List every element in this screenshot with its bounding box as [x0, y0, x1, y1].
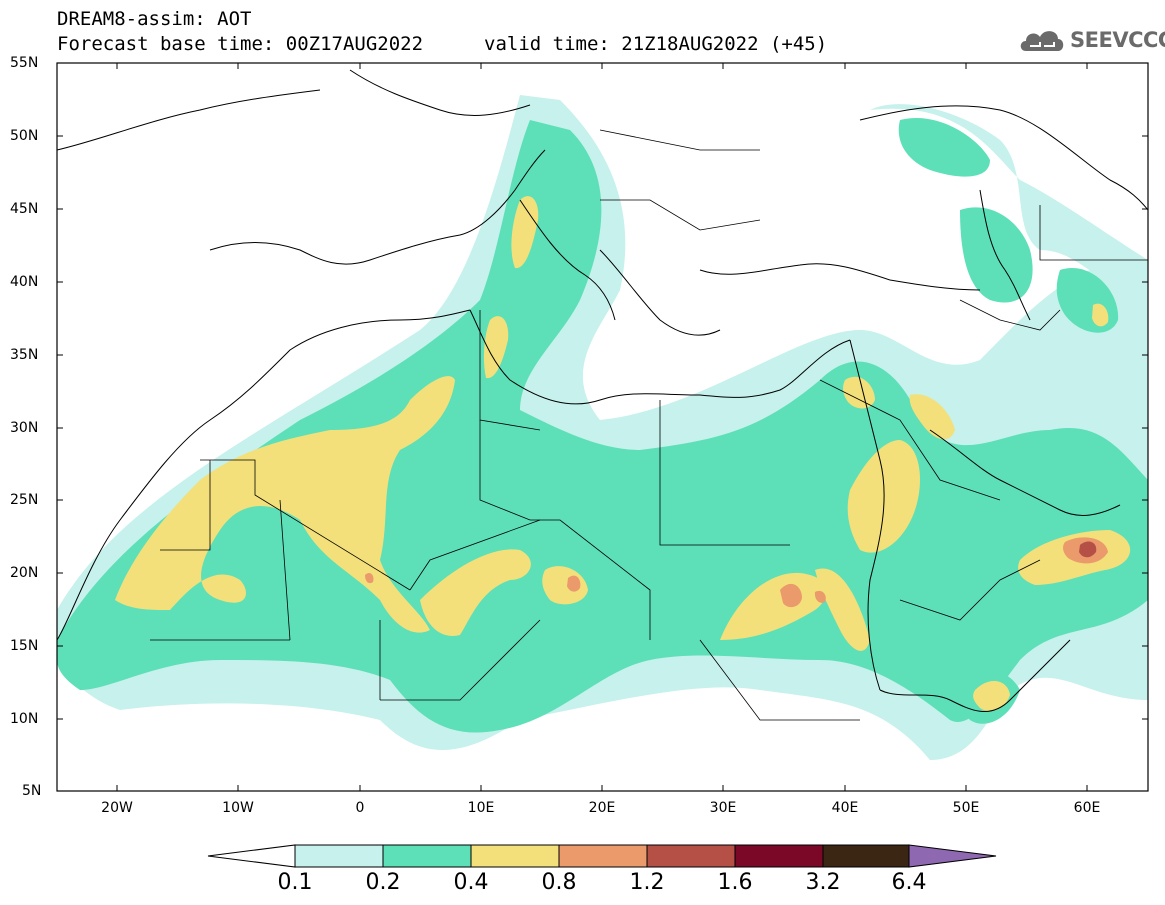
lat-label: 40N: [10, 274, 39, 290]
colorbar-segment: [558, 844, 648, 868]
aot-contour-0.8: [365, 572, 374, 584]
lon-label: 10W: [222, 800, 254, 816]
aot-contour-0.4: [511, 196, 539, 269]
seevccc-logo: SEEVCCC: [1018, 25, 1165, 55]
colorbar-label: 1.6: [717, 870, 753, 895]
valid-time: valid time: 21Z18AUG2022 (+45): [484, 33, 828, 55]
colorbar-segment: [382, 844, 472, 868]
lon-label: 50E: [952, 800, 980, 816]
lon-label: 0: [355, 800, 365, 816]
country-borders: [150, 129, 1148, 721]
colorbar-segment: [734, 844, 824, 868]
lat-label: 45N: [10, 201, 39, 217]
colorbar-label: 1.2: [629, 870, 665, 895]
aot-contour-0.8: [780, 583, 802, 608]
axis-ticks: [57, 62, 1148, 792]
lon-label: 10E: [467, 800, 495, 816]
lon-label: 20E: [588, 800, 616, 816]
lat-label: 20N: [10, 565, 39, 581]
aot-contour-0.4: [542, 566, 588, 605]
aot-contour-0.2: [898, 118, 990, 177]
aot-contour-0.4: [115, 376, 455, 633]
aot-contour-0.4: [815, 568, 870, 651]
lon-label: 40E: [831, 800, 859, 816]
lat-label: 30N: [10, 420, 39, 436]
colorbar-segment: [294, 844, 384, 868]
colorbar-label: 0.1: [277, 870, 313, 895]
lat-label: 5N: [22, 783, 42, 799]
aot-contour-0.1: [870, 104, 1148, 301]
lat-label: 50N: [10, 128, 39, 144]
colorbar-segment: [822, 844, 910, 868]
aot-contour-0.4: [843, 376, 875, 409]
aot-contour-0.8: [814, 590, 826, 603]
aot-contour-0.4: [1092, 303, 1109, 327]
aot-contour-0.4: [973, 680, 1010, 712]
aot-field: [57, 95, 1148, 760]
lon-label: 20W: [101, 800, 133, 816]
colorbar-segment: [470, 844, 560, 868]
colorbar-label: 6.4: [891, 870, 927, 895]
colorbar: [207, 844, 997, 868]
logo-text: SEEVCCC: [1070, 28, 1165, 52]
aot-contour-1.2: [1079, 541, 1097, 558]
coastlines: [57, 69, 1148, 713]
colorbar-label: 0.4: [453, 870, 489, 895]
aot-contour-0.4: [420, 549, 531, 636]
lat-label: 10N: [10, 711, 39, 727]
colorbar-segment-below: [207, 844, 296, 868]
colorbar-segment: [646, 844, 736, 868]
aot-contour-0.4: [909, 394, 955, 440]
lat-label: 35N: [10, 347, 39, 363]
aot-contour-0.2: [57, 120, 1148, 733]
lat-label: 15N: [10, 638, 39, 654]
colorbar-label: 3.2: [805, 870, 841, 895]
aot-contour-0.8: [567, 575, 581, 592]
lon-label: 60E: [1073, 800, 1101, 816]
forecast-base-time: Forecast base time: 00Z17AUG2022: [57, 33, 424, 55]
colorbar-label: 0.2: [365, 870, 401, 895]
colorbar-label: 0.8: [541, 870, 577, 895]
lat-label: 25N: [10, 492, 39, 508]
aot-contour-0.4: [483, 316, 509, 379]
lat-label: 55N: [10, 55, 39, 71]
lon-label: 30E: [709, 800, 737, 816]
cloud-icon: [1020, 31, 1064, 51]
map-title: DREAM8-assim: AOT: [57, 8, 252, 30]
colorbar-segment-above: [908, 844, 997, 868]
